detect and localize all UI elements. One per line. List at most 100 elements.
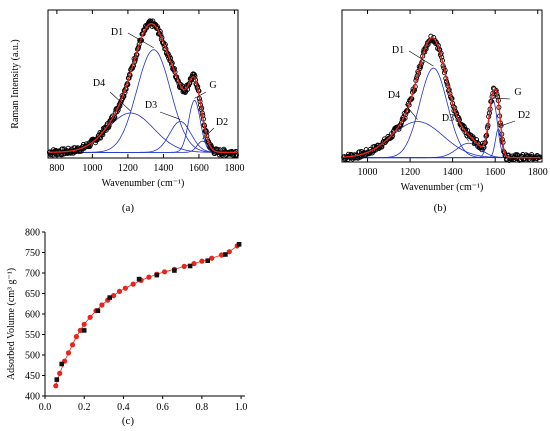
x-tick-label: 1800 (224, 163, 244, 174)
peak-pointer (159, 111, 181, 120)
data-point (65, 350, 72, 356)
peak-label-d2: D2 (518, 110, 530, 121)
peak-pointer (493, 97, 511, 100)
peak-pointer (194, 91, 207, 99)
data-point (95, 308, 101, 313)
plot-frame (47, 9, 239, 159)
data-point (473, 137, 480, 143)
data-point (54, 377, 60, 382)
data-point (223, 252, 228, 257)
peak-pointer (457, 124, 469, 142)
data-point (209, 255, 215, 261)
data-point (236, 242, 242, 247)
y-tick-label: 400 (25, 392, 40, 403)
x-tick-label: 0.0 (39, 402, 52, 413)
data-point (53, 383, 59, 389)
data-point (87, 314, 93, 320)
peak-label-d2: D2 (216, 117, 228, 128)
data-point (81, 328, 87, 333)
data-point (187, 263, 193, 269)
panel-b-label: (b) (434, 202, 447, 214)
x-tick-label: 1600 (189, 163, 209, 174)
x-tick-label: 1200 (118, 163, 138, 174)
y-tick-label: 500 (25, 351, 40, 362)
peak-pointer (127, 32, 154, 48)
x-tick-label: 1600 (485, 167, 505, 178)
x-tick-label: 1800 (528, 167, 548, 178)
plot-frame (341, 9, 543, 163)
y-tick-label: 550 (25, 330, 40, 341)
x-axis-title: Wavenumber (cm⁻¹) (401, 182, 484, 193)
x-tick-label: 1.0 (235, 402, 248, 413)
peak-label-g: G (514, 87, 521, 98)
data-point (116, 288, 123, 294)
data-point (383, 138, 389, 144)
panel-b-chart: 1000 1200 1400 1600 1800 Wavenumber (cm⁻¹) D4 D… (341, 9, 548, 193)
data-point (199, 258, 205, 264)
data-point (175, 78, 181, 84)
data-point (191, 261, 197, 267)
data-point (69, 342, 76, 348)
peak-label-d1: D1 (111, 27, 123, 38)
x-tick-label: 0.6 (156, 402, 169, 413)
data-point (181, 263, 187, 269)
data-point (172, 268, 177, 273)
data-point (57, 370, 63, 376)
y-tick-label: 650 (25, 289, 40, 300)
data-point (122, 285, 128, 291)
data-point (150, 18, 156, 24)
peak-label-d3: D3 (145, 100, 157, 111)
peak-label-d1: D1 (392, 45, 404, 56)
data-point (218, 252, 225, 258)
y-axis-title: Raman Intensity (a.u.) (10, 39, 21, 128)
x-tick-label: 1000 (358, 167, 378, 178)
panel-a-chart: 800 1000 1200 1400 1600 1800 Wavenumber (cm⁻¹)… (10, 9, 244, 189)
data-point (81, 321, 87, 327)
fit-curve (48, 23, 238, 154)
data-point (230, 152, 237, 159)
peak-pointer (109, 91, 131, 112)
x-tick-label: 1000 (82, 163, 102, 174)
data-point (192, 77, 199, 83)
peak-pointer (404, 103, 418, 120)
x-tick-label: 1400 (153, 163, 173, 174)
x-tick-label: 800 (49, 163, 64, 174)
y-tick-label: 600 (25, 310, 40, 321)
data-point (73, 334, 79, 340)
y-tick-label: 800 (25, 228, 40, 239)
y-axis-title: Adsorbed Volume (cm³ g⁻¹) (6, 268, 17, 380)
panel-a-label: (a) (122, 202, 135, 214)
x-tick-label: 1200 (400, 167, 420, 178)
data-point (146, 274, 152, 280)
y-tick-label: 450 (25, 371, 40, 382)
data-point (99, 302, 105, 308)
peak-pointer (408, 50, 434, 67)
data-point (174, 74, 180, 80)
data-point (59, 361, 64, 367)
peak-pointer (202, 127, 215, 140)
data-point (205, 258, 210, 263)
data-point (162, 269, 168, 275)
peak-label-g: G (209, 80, 216, 91)
data-point (77, 327, 83, 333)
data-point (111, 293, 117, 299)
peak-label-d4: D4 (388, 90, 400, 101)
data-point (130, 281, 136, 287)
y-tick-label: 700 (25, 269, 40, 280)
data-point (233, 149, 239, 155)
data-point (107, 295, 112, 300)
x-tick-label: 0.8 (196, 402, 209, 413)
y-tick-label: 750 (25, 248, 40, 259)
x-tick-label: 0.4 (117, 402, 130, 413)
peak-label-d3: D3 (442, 113, 454, 124)
data-point (226, 249, 232, 255)
data-point (154, 272, 160, 278)
series-line (55, 245, 238, 386)
x-tick-label: 0.2 (78, 402, 91, 413)
x-axis-title: Wavenumber (cm⁻¹) (102, 178, 185, 189)
peak-label-d4: D4 (93, 78, 105, 89)
data-point (136, 276, 142, 282)
x-tick-label: 1400 (443, 167, 463, 178)
data-point (157, 31, 163, 37)
